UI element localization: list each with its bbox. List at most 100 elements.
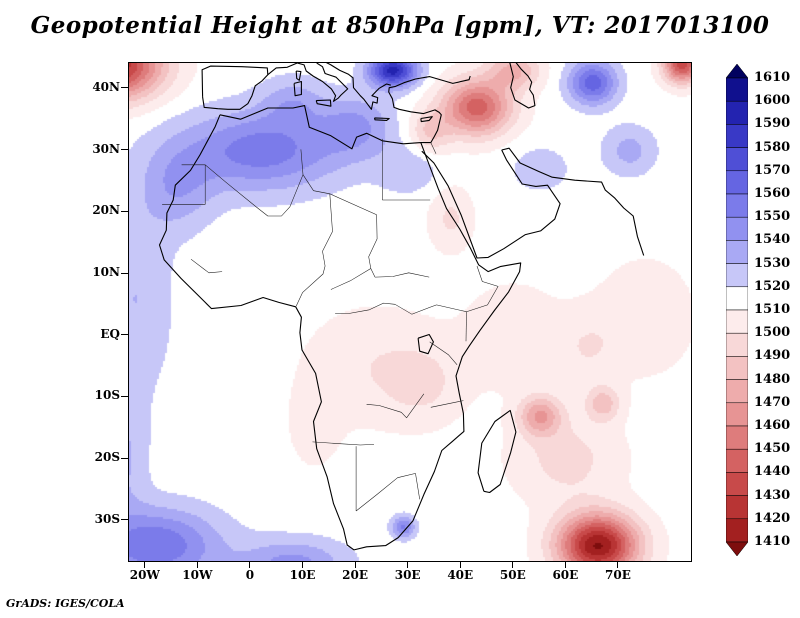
colorbar (726, 64, 748, 556)
lat-tick-label: 10S (94, 388, 120, 403)
colorbar-band (726, 240, 748, 264)
colorbar-band (726, 216, 748, 241)
colorbar-band (726, 425, 748, 450)
map-overlay-svg (158, 63, 645, 551)
lon-tick-label: 60E (552, 568, 579, 582)
colorbar-level-label: 1530 (754, 255, 791, 271)
colorbar-band (726, 332, 748, 357)
colorbar-band (726, 170, 748, 195)
colorbar-band (726, 495, 748, 520)
coastline (295, 70, 302, 81)
contour-field-canvas (129, 63, 691, 561)
colorbar-band (726, 77, 748, 102)
colorbar-band (726, 402, 748, 427)
country-border (312, 441, 375, 446)
colorbar-band (726, 518, 748, 543)
country-border (205, 149, 304, 217)
colorbar-level-label: 1550 (754, 209, 791, 225)
coastline (477, 409, 517, 494)
lon-tick-mark (302, 561, 304, 568)
lon-tick-label: 70E (605, 568, 631, 582)
country-border (190, 258, 223, 274)
lon-tick-label: 20W (129, 568, 160, 582)
colorbar-level-label: 1600 (754, 93, 791, 109)
colorbar-band (726, 379, 748, 404)
lat-tick-mark (121, 395, 128, 397)
country-border (374, 272, 430, 278)
colorbar-band (726, 263, 748, 288)
country-border (335, 302, 437, 315)
country-border (368, 214, 378, 278)
country-border (429, 341, 458, 365)
country-border (430, 142, 437, 154)
lat-tick-label: EQ (100, 326, 120, 341)
colorbar-level-label: 1500 (754, 325, 791, 341)
coastline (421, 149, 561, 259)
coastline (293, 80, 302, 97)
colorbar-level-label: 1490 (754, 348, 791, 364)
country-border (162, 164, 206, 205)
lat-tick-mark (121, 519, 128, 521)
colorbar-band (726, 541, 748, 556)
coastline (325, 63, 391, 110)
lat-tick-label: 20S (94, 450, 120, 465)
coastline (501, 147, 645, 256)
lat-tick-label: 10N (92, 265, 120, 280)
lat-tick-label: 30S (94, 511, 120, 526)
coastline (417, 333, 434, 355)
colorbar-level-label: 1470 (754, 394, 791, 410)
colorbar-band (726, 286, 748, 311)
country-border (355, 473, 416, 512)
coastline (267, 63, 298, 76)
colorbar-level-label: 1440 (754, 464, 791, 480)
country-border (330, 268, 371, 290)
lon-tick-mark (459, 561, 461, 568)
country-border (466, 265, 499, 312)
country-border (415, 473, 420, 500)
attribution: GrADS: IGES/COLA (6, 597, 125, 610)
colorbar-level-label: 1420 (754, 510, 791, 526)
lon-tick-label: 20E (342, 568, 369, 582)
colorbar-level-label: 1560 (754, 186, 791, 201)
lat-tick-label: 40N (92, 79, 120, 94)
lat-tick-label: 30N (92, 141, 120, 156)
colorbar-band (726, 100, 748, 125)
country-border (295, 265, 326, 307)
coastline (315, 99, 332, 107)
lon-tick-label: 10E (289, 568, 316, 582)
coastline (388, 75, 471, 144)
lon-tick-mark (617, 561, 619, 568)
chart-title: Geopotential Height at 850hPa [gpm], VT:… (30, 12, 770, 39)
colorbar-level-label: 1610 (754, 70, 791, 85)
lon-tick-mark (407, 561, 409, 568)
lat-tick-mark (121, 210, 128, 212)
lat-tick-mark (121, 457, 128, 459)
colorbar-level-label: 1590 (754, 116, 791, 132)
colorbar-level-label: 1410 (754, 534, 791, 549)
colorbar-band (726, 448, 748, 473)
map-plot-area (128, 62, 692, 562)
colorbar-level-label: 1480 (754, 371, 791, 387)
colorbar-band (726, 124, 748, 148)
colorbar-band (726, 147, 748, 172)
colorbar-band (726, 64, 748, 79)
lat-tick-mark (121, 334, 128, 336)
coastline (201, 65, 269, 110)
coastline (509, 63, 536, 109)
colorbar-level-label: 1570 (754, 162, 791, 178)
lat-tick-mark (121, 149, 128, 151)
country-border (366, 393, 425, 419)
colorbar-level-label: 1430 (754, 487, 791, 503)
lon-tick-label: 0 (245, 568, 255, 582)
lon-tick-label: 30E (394, 568, 421, 582)
country-border (302, 174, 377, 216)
colorbar-level-label: 1580 (754, 139, 791, 155)
lon-tick-mark (354, 561, 356, 568)
lon-tick-mark (512, 561, 514, 568)
lon-tick-mark (249, 561, 251, 568)
colorbar-band (726, 309, 748, 334)
colorbar-level-label: 1510 (754, 302, 791, 317)
country-border (430, 400, 464, 408)
lat-tick-mark (121, 272, 128, 274)
